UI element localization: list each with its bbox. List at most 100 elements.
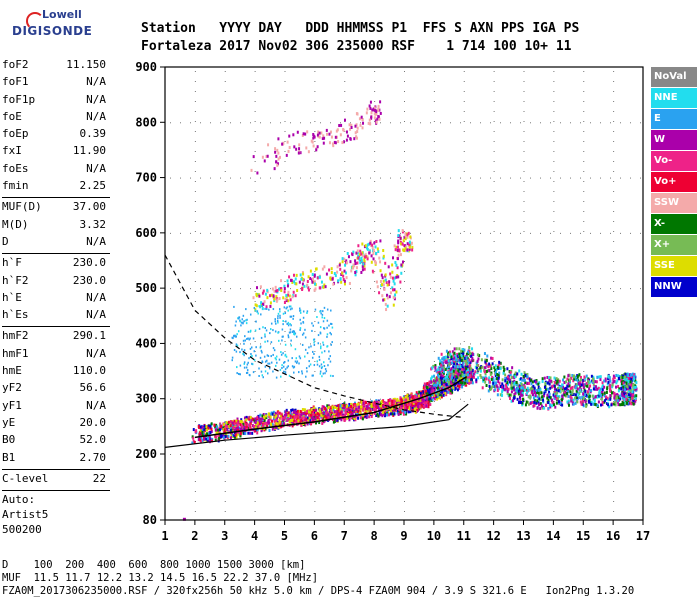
- param-key: hmF2: [2, 329, 29, 343]
- autoscale-info: Artist5: [2, 508, 49, 522]
- echo-point: [396, 257, 399, 261]
- echo-point: [227, 420, 230, 424]
- echo-point: [282, 370, 285, 373]
- y-tick-label: 500: [135, 281, 157, 295]
- echo-point: [542, 400, 545, 404]
- echo-point: [360, 252, 363, 256]
- echo-point: [486, 364, 489, 368]
- echo-point: [407, 231, 410, 235]
- echo-point: [612, 377, 615, 381]
- echo-point: [318, 135, 321, 139]
- echo-point: [377, 115, 380, 119]
- echo-point: [254, 309, 257, 312]
- echo-point: [368, 415, 371, 419]
- echo-point: [625, 401, 628, 405]
- echo-point: [493, 384, 496, 388]
- echo-point: [618, 394, 621, 398]
- echo-point: [246, 337, 248, 340]
- echo-point: [371, 243, 374, 247]
- echo-point: [375, 414, 378, 418]
- echo-point: [302, 332, 305, 335]
- echo-point: [322, 341, 324, 344]
- echo-point: [312, 350, 314, 353]
- echo-point: [543, 376, 546, 380]
- echo-point: [560, 398, 563, 402]
- echo-point: [418, 390, 421, 394]
- echo-point: [234, 324, 237, 327]
- echo-point: [298, 362, 300, 365]
- echo-point: [369, 239, 372, 243]
- echo-point: [437, 356, 440, 360]
- echo-point: [585, 393, 588, 397]
- legend-item: SSE: [651, 256, 697, 276]
- echo-point: [513, 376, 516, 380]
- echo-point: [238, 316, 240, 319]
- echo-point: [251, 431, 254, 435]
- echo-point: [521, 391, 524, 395]
- echo-point: [307, 288, 310, 292]
- echo-point: [280, 287, 283, 291]
- echo-point: [299, 273, 302, 277]
- echo-point: [461, 356, 464, 360]
- echo-point: [361, 268, 364, 272]
- echo-point: [264, 333, 266, 336]
- echo-point: [490, 367, 493, 371]
- echo-point: [359, 249, 362, 253]
- echo-point: [285, 295, 288, 299]
- echo-point: [379, 403, 382, 407]
- echo-point: [631, 375, 634, 379]
- echo-point: [242, 352, 244, 355]
- legend-item: NoVal: [651, 67, 697, 87]
- echo-point: [492, 379, 495, 383]
- echo-point: [430, 367, 433, 371]
- echo-point: [404, 398, 407, 402]
- echo-point: [302, 310, 305, 313]
- echo-point: [303, 416, 306, 420]
- echo-point: [584, 382, 587, 386]
- echo-point: [253, 429, 256, 433]
- echo-point: [274, 320, 276, 323]
- echo-point: [203, 424, 206, 428]
- echo-point: [583, 375, 586, 379]
- echo-point: [633, 387, 636, 391]
- echo-point: [326, 404, 329, 408]
- echo-point: [623, 378, 626, 382]
- echo-point: [582, 378, 585, 382]
- echo-point: [318, 421, 321, 425]
- echo-point: [309, 363, 312, 366]
- echo-point: [373, 411, 376, 415]
- echo-point: [465, 356, 468, 360]
- echo-point: [454, 370, 457, 374]
- echo-point: [204, 426, 207, 430]
- echo-point: [245, 322, 248, 325]
- echo-point: [278, 411, 281, 415]
- echo-point: [295, 413, 298, 417]
- echo-point: [357, 256, 360, 260]
- echo-point: [375, 280, 378, 284]
- echo-point: [340, 123, 343, 127]
- echo-point: [494, 374, 497, 378]
- echo-point: [526, 391, 529, 395]
- echo-point: [361, 242, 364, 246]
- echo-point: [563, 387, 566, 391]
- echo-point: [357, 416, 360, 420]
- echo-point: [543, 391, 546, 395]
- echo-point: [300, 277, 303, 281]
- echo-point: [336, 418, 339, 422]
- echo-point: [632, 383, 635, 387]
- echo-point: [313, 406, 316, 410]
- echo-point: [287, 299, 290, 303]
- echo-point: [630, 382, 633, 386]
- echo-point: [208, 439, 211, 443]
- echo-point: [464, 373, 467, 377]
- echo-point: [567, 399, 570, 403]
- echo-point: [392, 408, 395, 412]
- echo-point: [396, 245, 399, 249]
- echo-point: [322, 285, 325, 289]
- echo-point: [312, 419, 315, 423]
- echo-point: [458, 385, 461, 389]
- echo-point: [413, 404, 416, 408]
- echo-point: [518, 388, 521, 392]
- echo-point: [470, 380, 473, 384]
- echo-point: [522, 378, 525, 382]
